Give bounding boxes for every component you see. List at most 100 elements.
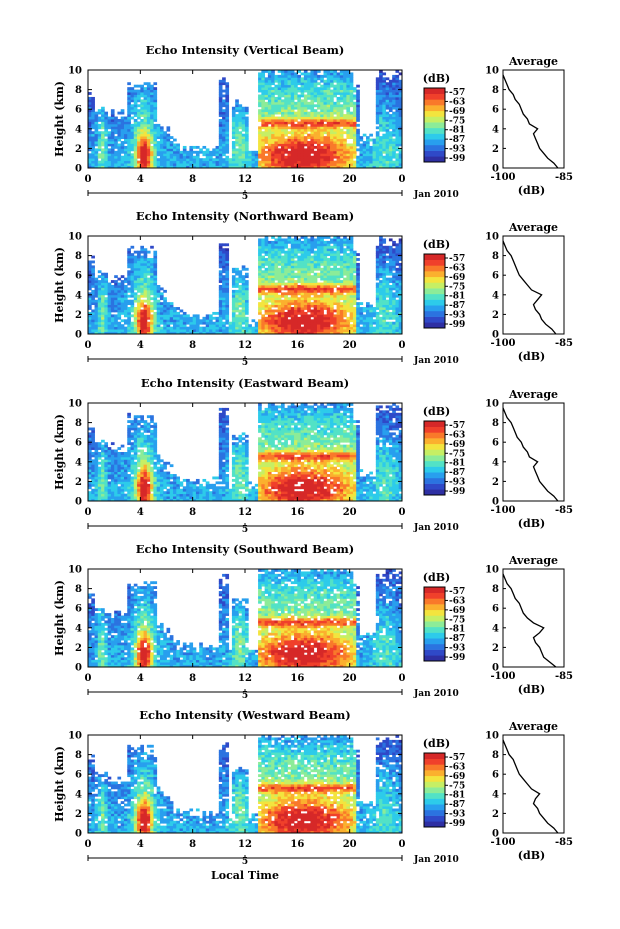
heatmap-cell: [382, 253, 387, 256]
heatmap-cell: [392, 84, 396, 88]
heatmap-cell: [127, 158, 131, 162]
heatmap-cell: [159, 148, 164, 152]
heatmap-cell: [150, 292, 154, 296]
heatmap-cell: [313, 150, 318, 154]
heatmap-cell: [130, 148, 135, 152]
heatmap-cell: [218, 250, 223, 254]
heatmap-cell: [140, 267, 144, 271]
heatmap-cell: [238, 148, 243, 152]
heatmap-cell: [280, 321, 285, 325]
heatmap-cell: [163, 321, 167, 325]
heatmap-cell: [277, 294, 282, 298]
heatmap-cell: [359, 145, 364, 149]
heatmap-cell: [258, 163, 262, 166]
heatmap-cell: [307, 285, 311, 288]
heatmap-cell: [339, 70, 344, 73]
heatmap-cell: [280, 123, 285, 127]
heatmap-cell: [186, 160, 190, 164]
heatmap-cell: [258, 82, 262, 86]
heatmap-cell: [130, 104, 135, 108]
heatmap-cell: [222, 277, 226, 281]
heatmap-cell: [294, 326, 298, 330]
heatmap-cell: [352, 150, 357, 154]
heatmap-cell: [320, 287, 324, 291]
heatmap-cell: [241, 123, 246, 127]
heatmap-cell: [258, 324, 262, 328]
heatmap-cell: [392, 119, 396, 122]
heatmap-cell: [274, 319, 279, 323]
heatmap-cell: [392, 153, 396, 157]
heatmap-cell: [297, 292, 301, 296]
heatmap-cell: [271, 267, 275, 271]
heatmap-cell: [294, 131, 298, 135]
heatmap-cell: [385, 250, 390, 254]
heatmap-cell: [300, 87, 305, 90]
heatmap-cell: [143, 155, 148, 159]
heatmap-cell: [146, 262, 151, 266]
heatmap-cell: [313, 285, 318, 288]
heatmap-cell: [137, 272, 141, 276]
heatmap-cell: [199, 148, 203, 152]
heatmap-cell: [398, 160, 403, 164]
heatmap-cell: [294, 272, 298, 276]
heatmap-cell: [238, 150, 243, 154]
heatmap-cell: [117, 153, 122, 157]
heatmap-cell: [114, 155, 118, 159]
heatmap-cell: [127, 260, 131, 264]
heatmap-cell: [163, 326, 167, 330]
heatmap-cell: [280, 87, 285, 90]
heatmap-cell: [264, 260, 269, 264]
heatmap-cell: [280, 302, 285, 305]
heatmap-cell: [379, 304, 383, 308]
heatmap-cell: [117, 158, 122, 162]
heatmap-cell: [310, 248, 315, 252]
heatmap-cell: [395, 74, 400, 78]
heatmap-cell: [310, 94, 315, 98]
heatmap-cell: [307, 292, 311, 296]
heatmap-cell: [150, 138, 154, 142]
heatmap-cell: [271, 145, 275, 149]
heatmap-cell: [290, 258, 295, 261]
heatmap-cell: [130, 326, 135, 330]
heatmap-cell: [382, 143, 387, 147]
heatmap-cell: [271, 265, 275, 269]
heatmap-cell: [313, 324, 318, 328]
heatmap-cell: [369, 329, 373, 332]
heatmap-cell: [388, 145, 393, 149]
heatmap-cell: [333, 309, 337, 313]
heatmap-cell: [316, 302, 321, 305]
heatmap-cell: [225, 307, 230, 310]
heatmap-cell: [238, 331, 243, 335]
heatmap-cell: [146, 87, 151, 90]
heatmap-cell: [150, 116, 154, 120]
heatmap-cell: [352, 314, 357, 318]
heatmap-cell: [117, 163, 122, 166]
heatmap-cell: [163, 143, 167, 147]
heatmap-cell: [222, 145, 226, 149]
heatmap-cell: [356, 321, 360, 325]
heatmap-cell: [173, 150, 177, 154]
heatmap-cell: [156, 311, 161, 315]
heatmap-cell: [316, 240, 321, 244]
heatmap-cell: [163, 153, 167, 157]
heatmap-cell: [228, 331, 233, 335]
heatmap-cell: [307, 160, 311, 164]
heatmap-cell: [284, 255, 288, 259]
heatmap-cell: [192, 324, 197, 328]
heatmap-cell: [218, 292, 223, 296]
heatmap-cell: [303, 87, 308, 90]
heatmap-cell: [261, 131, 266, 135]
heatmap-cell: [143, 282, 148, 286]
colorbar-swatch: [424, 93, 445, 100]
heatmap-cell: [91, 289, 95, 293]
heatmap-cell: [333, 121, 337, 125]
heatmap-cell: [300, 275, 305, 279]
heatmap-cell: [277, 77, 282, 81]
heatmap-cell: [379, 321, 383, 325]
heatmap-cell: [294, 123, 298, 127]
heatmap-cell: [261, 136, 266, 139]
heatmap-cell: [395, 243, 400, 247]
heatmap-cell: [137, 307, 141, 310]
heatmap-cell: [264, 280, 269, 283]
heatmap-cell: [218, 94, 223, 98]
